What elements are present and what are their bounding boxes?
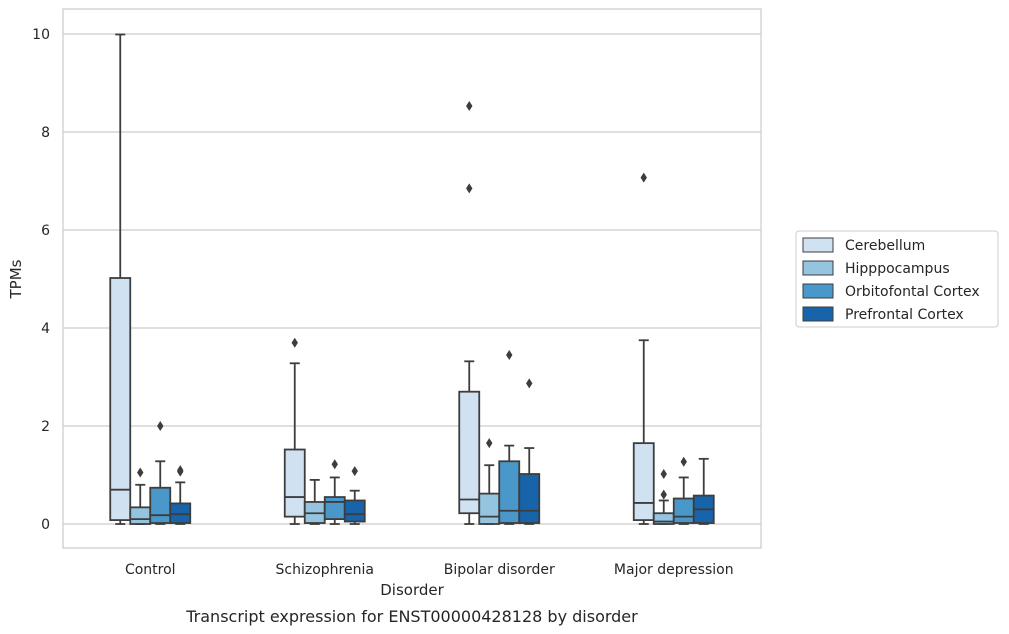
box-cerebellum (632, 172, 655, 525)
legend-swatch (802, 306, 834, 322)
y-tick-label: 4 (41, 321, 50, 337)
legend: Cerebellum Hipppocampus Orbitofontal Corte… (795, 230, 999, 328)
box-cerebellum (283, 337, 306, 525)
outlier-marker (157, 421, 164, 431)
legend-label: Prefrontal Cortex (845, 307, 964, 323)
box-hipppocampus (303, 478, 326, 525)
y-tick-labels: 0 2 4 6 8 10 (32, 27, 50, 533)
y-tick-label: 10 (32, 27, 50, 43)
box-prefrontal-cortex (343, 466, 366, 525)
box-iqr (343, 499, 366, 523)
outlier-marker (506, 349, 513, 360)
box-prefrontal-cortex (692, 457, 715, 525)
legend-swatch (802, 283, 834, 299)
y-axis-title: TPMs (7, 259, 25, 299)
box-iqr (632, 442, 655, 521)
box-orbitofontal-cortex (498, 349, 521, 525)
y-tick-label: 0 (41, 517, 50, 533)
x-tick-labels: Control Schizophrenia Bipolar disorder Majo… (125, 562, 734, 578)
box-cerebellum (109, 33, 132, 525)
box-orbitofontal-cortex (149, 421, 172, 525)
x-tick-label: Control (125, 562, 176, 578)
box-iqr (458, 390, 481, 515)
outlier-marker (660, 489, 667, 500)
plot-frame (62, 8, 762, 549)
x-axis-title: Disorder (380, 581, 444, 599)
box-iqr (283, 448, 306, 518)
outlier-marker (466, 183, 473, 194)
box-prefrontal-cortex (518, 378, 541, 525)
outlier-marker (660, 469, 667, 480)
outlier-marker (331, 459, 338, 470)
box-cerebellum (458, 101, 481, 525)
legend-label: Orbitofontal Cortex (845, 284, 980, 300)
legend-frame (795, 230, 999, 328)
box-hipppocampus (652, 469, 675, 525)
outlier-marker (486, 438, 493, 449)
box-iqr (149, 486, 172, 524)
box-orbitofontal-cortex (672, 456, 695, 525)
outlier-marker (177, 465, 184, 476)
x-tick-label: Major depression (614, 562, 734, 578)
box-iqr (109, 277, 132, 521)
box-iqr (478, 492, 501, 525)
legend-label: Cerebellum (845, 238, 925, 254)
outlier-marker (291, 337, 298, 348)
box-hipppocampus (129, 467, 152, 525)
outlier-marker (137, 467, 144, 478)
x-tick-label: Bipolar disorder (444, 562, 555, 578)
y-tick-label: 6 (41, 223, 50, 239)
legend-swatch (802, 237, 834, 253)
box-iqr (129, 506, 152, 525)
grid-lines (63, 33, 761, 525)
outlier-marker (526, 378, 533, 389)
outlier-marker (466, 101, 473, 112)
box-orbitofontal-cortex (323, 459, 346, 525)
outlier-marker (680, 456, 687, 467)
figure-caption: Transcript expression for ENST0000042812… (185, 607, 638, 626)
y-tick-label: 2 (41, 419, 50, 435)
box-hipppocampus (478, 438, 501, 525)
y-tick-label: 8 (41, 125, 50, 141)
box-prefrontal-cortex (169, 465, 192, 525)
legend-label: Hipppocampus (845, 261, 950, 277)
box-iqr (498, 460, 521, 524)
legend-swatch (802, 260, 834, 276)
x-tick-label: Schizophrenia (276, 562, 374, 578)
box-iqr (672, 497, 695, 524)
box-iqr (518, 473, 541, 524)
boxes (109, 33, 715, 525)
box-iqr (169, 502, 192, 524)
box-iqr (323, 496, 346, 520)
outlier-marker (640, 172, 647, 183)
outlier-marker (351, 466, 358, 477)
